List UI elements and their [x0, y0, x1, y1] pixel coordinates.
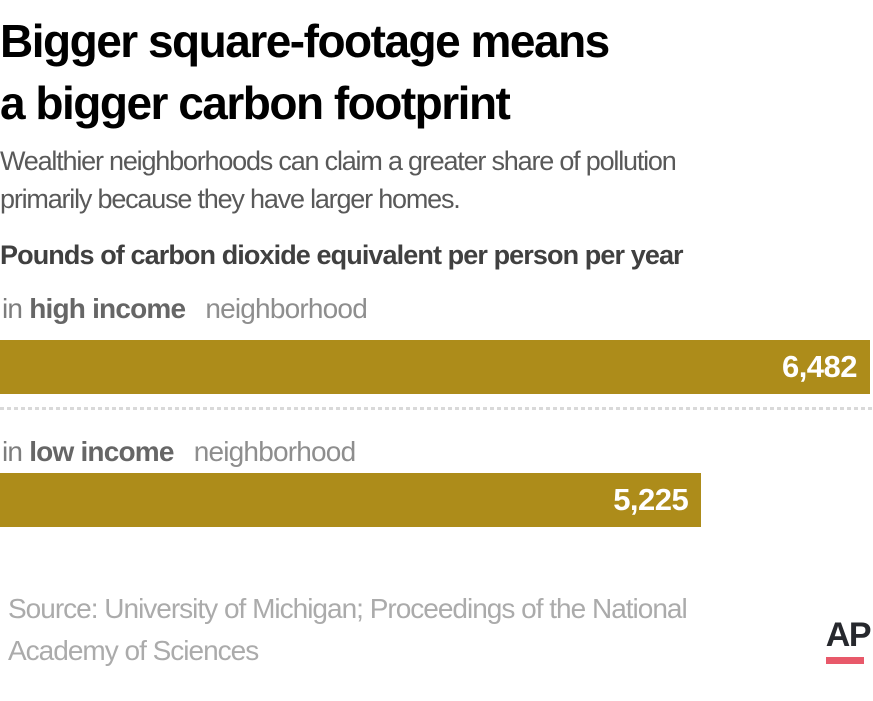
chart-subtitle-line2: primarily because they have larger homes… — [0, 184, 461, 214]
source-line1: Source: University of Michigan; Proceedi… — [8, 593, 688, 624]
bar-high-income: 6,482 — [0, 340, 871, 394]
bar-label-category: low income — [29, 436, 174, 467]
bar-label-low-income: in low income neighborhood — [2, 436, 356, 468]
chart-title-line2: a bigger carbon footprint — [0, 77, 511, 129]
chart-subtitle-line1: Wealthier neighborhoods can claim a grea… — [0, 146, 677, 176]
ap-logo-underline — [825, 657, 864, 664]
bar-low-income: 5,225 — [0, 473, 702, 527]
source-line2: Academy of Sciences — [8, 635, 259, 666]
ap-logo: AP — [825, 616, 872, 664]
bar-value-low-income: 5,225 — [613, 482, 689, 517]
bar-label-suffix: neighborhood — [205, 293, 367, 324]
bar-label-prefix: in — [2, 293, 23, 324]
bar-label-high-income: in high income neighborhood — [2, 293, 368, 325]
units-label: Pounds of carbon dioxide equivalent per … — [0, 240, 684, 270]
ap-logo-text: AP — [825, 616, 872, 654]
bar-label-suffix: neighborhood — [193, 436, 356, 467]
dotted-divider — [0, 407, 873, 410]
source-attribution: Source: University of Michigan; Proceedi… — [8, 588, 688, 672]
chart-title-line1: Bigger square-footage means — [0, 15, 610, 67]
chart-title: Bigger square-footage means a bigger car… — [0, 10, 610, 134]
bar-label-prefix: in — [2, 436, 23, 467]
bar-value-high-income: 6,482 — [781, 349, 858, 384]
bar-label-category: high income — [29, 293, 186, 324]
chart-subtitle: Wealthier neighborhoods can claim a grea… — [0, 142, 677, 218]
